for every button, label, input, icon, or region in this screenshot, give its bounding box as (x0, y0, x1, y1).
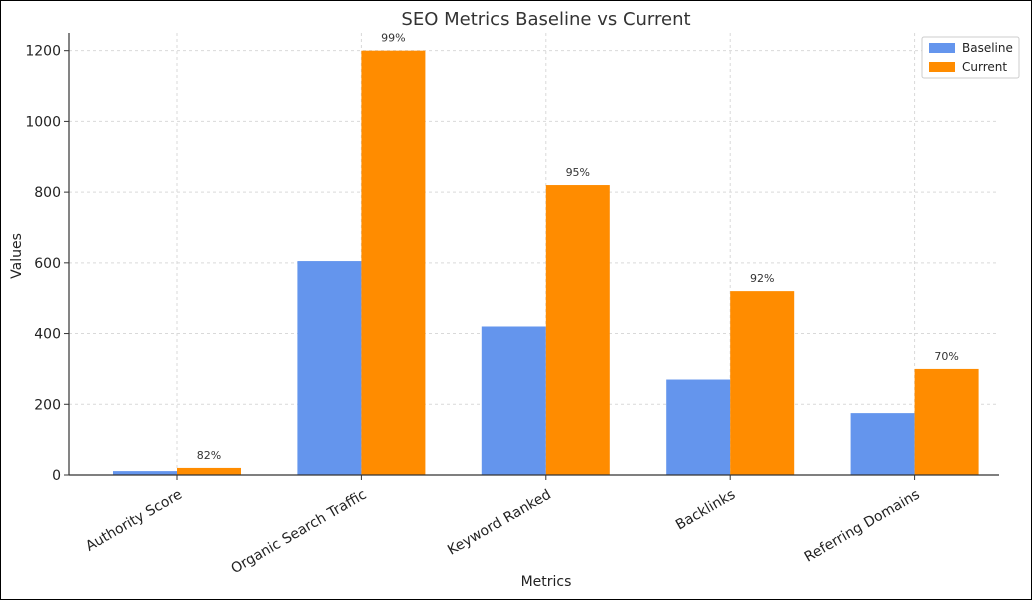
y-tick-label: 600 (34, 256, 61, 272)
y-tick-label: 400 (34, 327, 61, 343)
chart-title: SEO Metrics Baseline vs Current (401, 9, 690, 30)
bars (113, 50, 979, 476)
bar-value-label: 92% (750, 272, 774, 285)
bar-baseline (850, 413, 915, 475)
bar-value-label: 70% (934, 350, 958, 363)
bar-baseline (113, 471, 177, 475)
x-tick-label: Organic Search Traffic (228, 487, 369, 578)
bar-value-labels: 82% 99% 95% 92% 70% (197, 32, 959, 462)
legend-label-baseline: Baseline (962, 41, 1013, 55)
bar-current (361, 50, 426, 476)
bar-value-label: 99% (381, 32, 405, 45)
bar-current (914, 368, 979, 475)
bar-current (730, 291, 795, 475)
x-tick-label: Authority Score (83, 487, 185, 555)
legend: Baseline Current (921, 36, 1020, 79)
x-tick-label: Keyword Ranked (445, 487, 554, 559)
legend-swatch-current (929, 62, 955, 72)
x-tick-label: Backlinks (673, 487, 738, 534)
bar-baseline (481, 326, 546, 475)
bar-baseline (666, 379, 731, 475)
legend-swatch-baseline (929, 43, 955, 53)
x-ticks: Authority Score Organic Search Traffic Key… (83, 475, 923, 577)
y-tick-label: 1200 (25, 44, 61, 60)
y-axis-label: Values (9, 233, 25, 279)
y-tick-label: 0 (52, 468, 61, 484)
bar-current (545, 185, 610, 475)
x-tick-label: Referring Domains (802, 487, 923, 566)
y-tick-label: 800 (34, 185, 61, 201)
bar-baseline (297, 261, 362, 475)
y-tick-label: 200 (34, 397, 61, 413)
bar-current (177, 467, 241, 475)
legend-label-current: Current (962, 60, 1007, 74)
y-ticks: 0 200 400 600 800 1000 1200 (25, 44, 69, 484)
bar-value-label: 82% (197, 449, 221, 462)
x-axis-label: Metrics (521, 574, 572, 590)
axes (68, 33, 999, 476)
y-tick-label: 1000 (25, 114, 61, 130)
bar-value-label: 95% (566, 166, 590, 179)
